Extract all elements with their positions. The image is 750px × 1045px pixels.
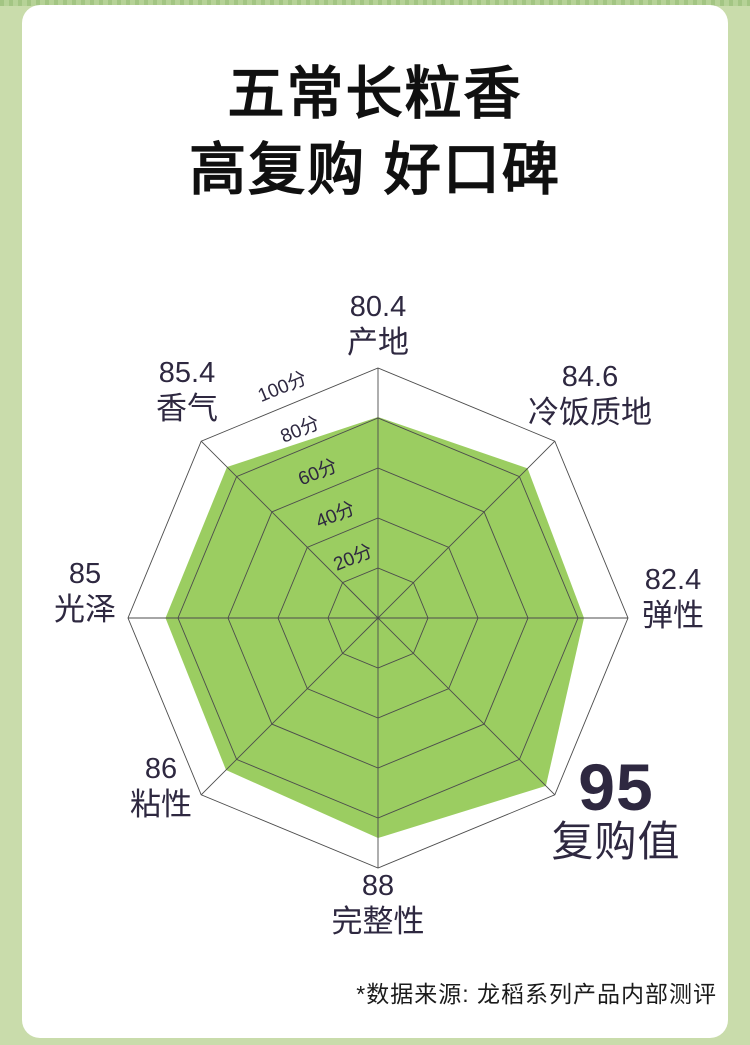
axis-label-4: 88 完整性 — [332, 870, 425, 940]
axis-label-5: 86 粘性 — [130, 753, 192, 823]
ring-score-label: 100分 — [255, 367, 310, 407]
axis-name: 光泽 — [54, 592, 116, 627]
radar-grid — [127, 367, 629, 869]
page-top-border — [0, 0, 750, 6]
axis-label-1: 84.6 冷饭质地 — [528, 361, 652, 431]
axis-score: 88 — [361, 870, 395, 902]
axis-name: 完整性 — [331, 904, 425, 939]
axis-label-7: 85.4 香气 — [156, 357, 218, 427]
axis-score: 86 — [144, 753, 178, 785]
data-source-note: *数据来源: 龙稻系列产品内部测评 — [356, 981, 717, 1007]
axis-score: 85 — [68, 558, 102, 590]
title-line-2: 高复购 好口碑 — [189, 138, 561, 202]
axis-name: 产地 — [347, 325, 409, 360]
axis-label-6: 85 光泽 — [54, 558, 116, 628]
radar-grid-spoke — [377, 617, 556, 796]
radar-grid-spoke — [200, 440, 379, 619]
axis-score: 82.4 — [644, 564, 702, 596]
title-line-1: 五常长粒香 — [227, 62, 523, 126]
radar-data-polygon — [165, 417, 584, 838]
axis-name: 香气 — [156, 391, 218, 426]
axis-label-2: 82.4 弹性 — [642, 564, 704, 634]
axis-score: 80.4 — [349, 291, 407, 323]
axis-score: 84.6 — [561, 361, 619, 393]
axis-name: 复购值 — [551, 818, 681, 865]
axis-name: 冷饭质地 — [528, 395, 652, 430]
axis-name: 弹性 — [642, 598, 704, 633]
axis-name: 粘性 — [130, 787, 192, 822]
radar-grid-spoke — [377, 440, 556, 619]
axis-label-0: 80.4 产地 — [347, 291, 409, 361]
axis-label-3: 95 复购值 — [551, 750, 681, 867]
axis-score: 85.4 — [158, 357, 216, 389]
radar-grid-spoke — [200, 617, 379, 796]
axis-score: 95 — [578, 750, 654, 824]
page-title: 五常长粒香 高复购 好口碑 — [22, 56, 728, 208]
